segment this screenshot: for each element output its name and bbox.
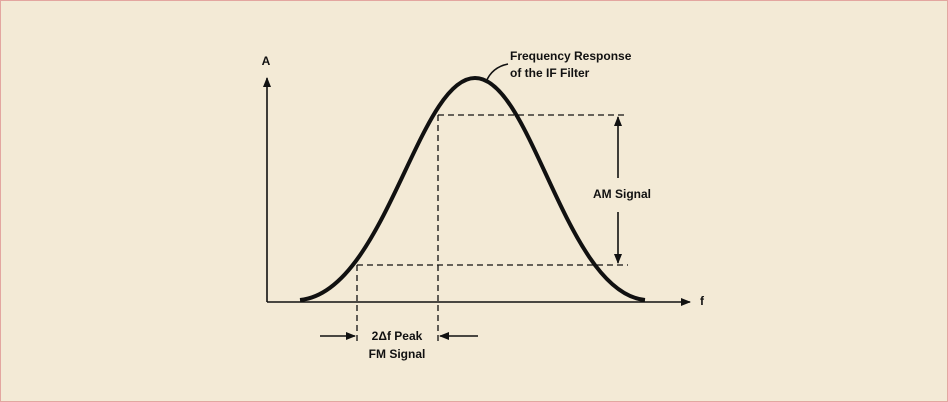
- fm-label: FM Signal: [369, 347, 426, 361]
- callout-line: [485, 63, 509, 83]
- y-axis-label: A: [262, 54, 271, 68]
- curve-label: of the IF Filter: [510, 66, 590, 80]
- fm-label: 2Δf Peak: [372, 329, 423, 343]
- guide-lines: [356, 114, 628, 345]
- filter-curve: [299, 75, 646, 302]
- x-axis-label: f: [700, 294, 705, 308]
- am-label: AM Signal: [593, 187, 651, 201]
- curve-label: Frequency Response: [510, 49, 632, 63]
